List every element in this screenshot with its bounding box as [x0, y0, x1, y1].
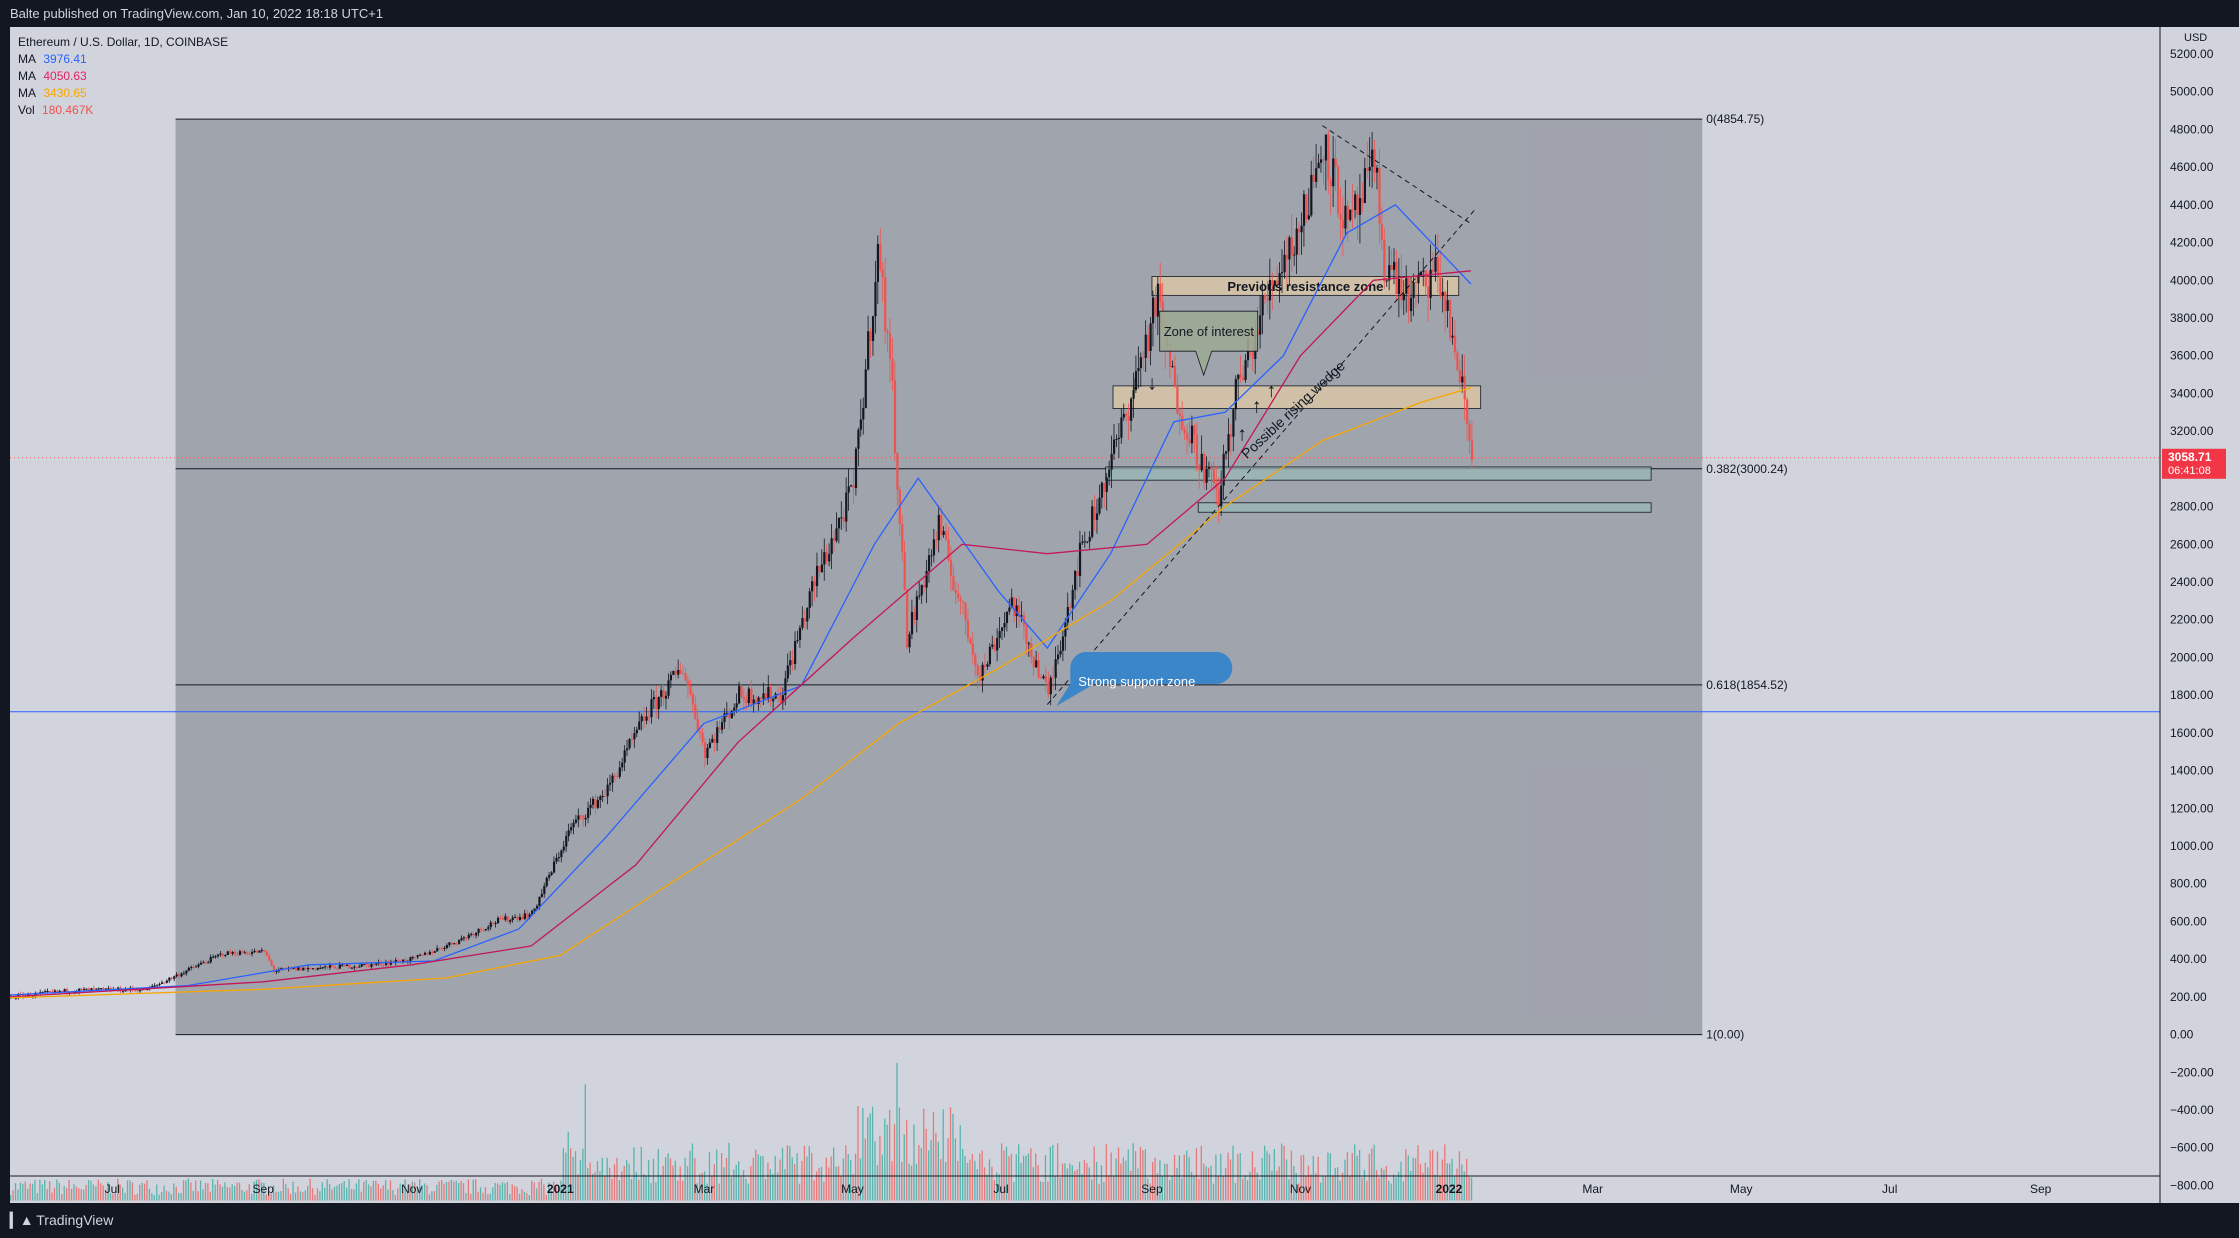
fib-zone [175, 119, 1703, 1035]
x-tick-label-9: 2022 [1436, 1182, 1463, 1196]
y-tick-label-28: −400.00 [2170, 1103, 2214, 1117]
x-tick-label-3: 2021 [547, 1182, 574, 1196]
y-tick-label-17: 1800.00 [2170, 688, 2214, 702]
legend-ma-3: MA 3430.65 [18, 85, 228, 102]
top-bar: Balte published on TradingView.com, Jan … [0, 0, 2239, 27]
y-tick-label-21: 1000.00 [2170, 839, 2214, 853]
legend-ma-2: MA 4050.63 [18, 68, 228, 85]
down-arrow-icon-0: ↓ [1130, 373, 1140, 395]
legend-volume: Vol 180.467K [18, 102, 228, 119]
y-tick-label-12: 2800.00 [2170, 500, 2214, 514]
y-tick-label-13: 2600.00 [2170, 537, 2214, 551]
x-tick-label-6: Jul [993, 1182, 1008, 1196]
moving-average-line-2 [10, 270, 1471, 998]
fib-level-label-1: 0.382(3000.24) [1706, 462, 1787, 476]
x-tick-label-2: Nov [401, 1182, 422, 1196]
legend-ma-1-value: 3976.41 [43, 52, 87, 66]
volume-bars [10, 1062, 1473, 1201]
y-tick-label-14: 2400.00 [2170, 575, 2214, 589]
fib-level-label-3: 1(0.00) [1706, 1028, 1744, 1042]
legend: Ethereum / U.S. Dollar, 1D, COINBASE MA … [18, 34, 228, 119]
y-tick-label-26: 0.00 [2170, 1028, 2194, 1042]
up-arrow-icon-1: ↑ [1252, 395, 1262, 417]
y-tick-label-5: 4200.00 [2170, 236, 2214, 250]
currency-label: USD [2184, 32, 2207, 44]
price-chart[interactable]: 0(4854.75) 0.382(3000.24) 0.618(1854.52) 1(… [10, 27, 2239, 1203]
legend-ma-3-name: MA [18, 86, 36, 100]
y-tick-label-23: 600.00 [2170, 914, 2207, 928]
published-text: Balte published on TradingView.com, Jan … [10, 6, 384, 21]
last-price-countdown: 06:41:08 [2168, 465, 2211, 477]
last-price-value: 3058.71 [2168, 450, 2212, 464]
bottom-bar: ▎▲ TradingView [0, 1203, 2239, 1238]
fib-level-label-2: 0.618(1854.52) [1706, 678, 1787, 692]
y-tick-label-15: 2200.00 [2170, 613, 2214, 627]
y-tick-label-30: −800.00 [2170, 1178, 2214, 1192]
zone-1 [1112, 385, 1482, 409]
x-tick-label-13: Sep [2030, 1182, 2052, 1196]
wedge-upper-line [1322, 125, 1472, 225]
last-price-tag [2162, 448, 2226, 479]
y-tick-label-16: 2000.00 [2170, 650, 2214, 664]
zone-label-0: Previous resistance zone [1227, 279, 1383, 294]
x-tick-label-11: May [1730, 1182, 1753, 1196]
y-tick-label-0: 5200.00 [2170, 47, 2214, 61]
fib-level-label-0: 0(4854.75) [1706, 112, 1764, 126]
x-tick-label-8: Nov [1290, 1182, 1311, 1196]
moving-average-line-3 [10, 387, 1472, 999]
y-tick-label-3: 4600.00 [2170, 160, 2214, 174]
legend-volume-value: 180.467K [42, 103, 94, 117]
zone-of-interest-callout [1159, 310, 1259, 377]
x-tick-label-1: Sep [253, 1182, 275, 1196]
y-tick-label-24: 400.00 [2170, 952, 2207, 966]
y-tick-label-7: 3800.00 [2170, 311, 2214, 325]
y-tick-label-10: 3200.00 [2170, 424, 2214, 438]
chart-frame[interactable]: 0(4854.75) 0.382(3000.24) 0.618(1854.52) 1(… [10, 27, 2239, 1203]
legend-volume-name: Vol [18, 103, 35, 117]
legend-ma-2-name: MA [18, 69, 36, 83]
legend-ma-2-value: 4050.63 [43, 69, 87, 83]
legend-ma-1-name: MA [18, 52, 36, 66]
y-tick-label-4: 4400.00 [2170, 198, 2214, 212]
x-tick-label-12: Jul [1882, 1182, 1897, 1196]
y-tick-label-6: 4000.00 [2170, 273, 2214, 287]
x-tick-label-7: Sep [1141, 1182, 1163, 1196]
legend-ma-1: MA 3976.41 [18, 51, 228, 68]
down-arrow-icon-1: ↓ [1147, 373, 1157, 395]
strong-support-label: Strong support zone [1078, 674, 1195, 689]
zone-of-interest-label: Zone of interest [1164, 324, 1255, 339]
y-tick-label-20: 1200.00 [2170, 801, 2214, 815]
legend-symbol: Ethereum / U.S. Dollar, 1D, COINBASE [18, 35, 229, 49]
y-tick-label-29: −600.00 [2170, 1141, 2214, 1155]
y-tick-label-18: 1600.00 [2170, 726, 2214, 740]
y-tick-label-25: 200.00 [2170, 990, 2207, 1004]
y-tick-label-2: 4800.00 [2170, 122, 2214, 136]
x-tick-label-10: Mar [1582, 1182, 1603, 1196]
y-tick-label-9: 3400.00 [2170, 386, 2214, 400]
zone-2 [1105, 466, 1652, 481]
brand-name: TradingView [36, 1212, 114, 1228]
zone-3 [1197, 502, 1652, 513]
x-tick-label-4: Mar [694, 1182, 715, 1196]
x-tick-label-5: May [841, 1182, 864, 1196]
wedge-lower-line [1046, 208, 1477, 705]
x-tick-label-0: Jul [105, 1182, 120, 1196]
y-tick-label-19: 1400.00 [2170, 764, 2214, 778]
y-tick-label-1: 5000.00 [2170, 85, 2214, 99]
up-arrow-icon-0: ↑ [1237, 424, 1247, 446]
zone-0 [1151, 276, 1460, 296]
y-tick-label-22: 800.00 [2170, 877, 2207, 891]
legend-ma-3-value: 3430.65 [43, 86, 87, 100]
y-tick-label-8: 3600.00 [2170, 349, 2214, 363]
strong-support-callout [1056, 651, 1233, 706]
up-arrow-icon-2: ↑ [1266, 380, 1276, 402]
tradingview-logo-icon: ▎▲ [10, 1212, 34, 1228]
y-tick-label-27: −200.00 [2170, 1065, 2214, 1079]
